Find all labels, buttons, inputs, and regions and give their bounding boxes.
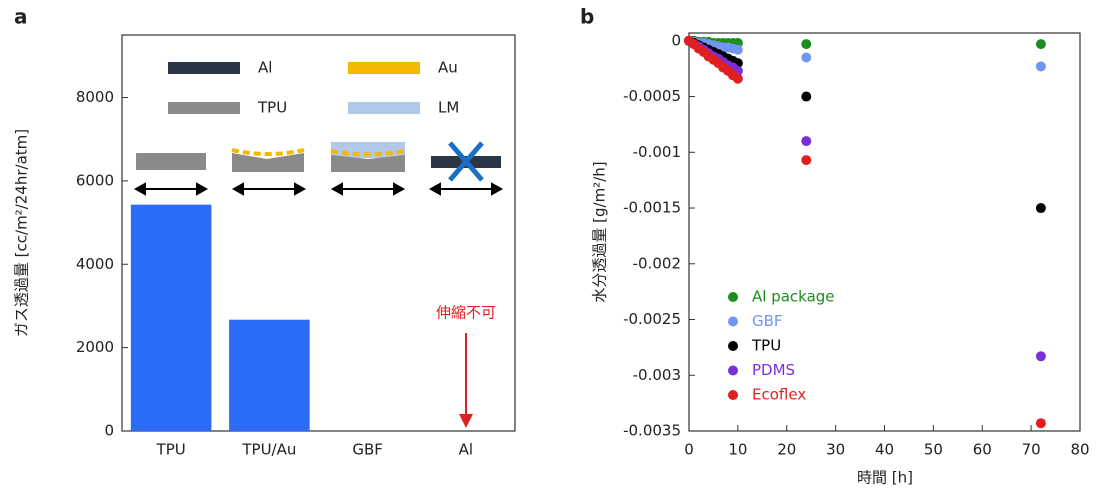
legend-swatch bbox=[168, 102, 240, 114]
y-tick-label: -0.001 bbox=[633, 143, 681, 161]
legend-swatch bbox=[168, 62, 240, 74]
legend-label: Ecoflex bbox=[752, 386, 806, 404]
y-tick-label: -0.003 bbox=[633, 366, 681, 384]
y-tick-label: -0.0035 bbox=[623, 422, 681, 440]
legend-label: Au bbox=[438, 59, 458, 77]
legend-label: GBF bbox=[752, 312, 783, 330]
plot-frame bbox=[121, 34, 516, 432]
bar bbox=[229, 319, 310, 431]
x-tick-label: 70 bbox=[1022, 441, 1041, 459]
legend-label: PDMS bbox=[752, 361, 795, 379]
annotation: 伸縮不可 bbox=[436, 304, 496, 322]
x-tick-label: 10 bbox=[728, 441, 747, 459]
point bbox=[1035, 203, 1046, 214]
x-tick-label: GBF bbox=[352, 441, 383, 459]
x-tick-label: 20 bbox=[777, 441, 796, 459]
y-tick-label: 4000 bbox=[76, 255, 114, 273]
point bbox=[801, 91, 812, 102]
legend-marker bbox=[728, 365, 738, 376]
schematic bbox=[133, 141, 504, 428]
legend-label: TPU bbox=[751, 337, 781, 355]
legend-marker bbox=[728, 316, 738, 327]
plot-frame bbox=[688, 32, 1081, 432]
point bbox=[801, 136, 812, 147]
x-tick-label: 40 bbox=[875, 441, 894, 459]
point bbox=[1035, 39, 1046, 50]
bar bbox=[130, 204, 212, 431]
point bbox=[801, 52, 812, 63]
y-tick-label: 0 bbox=[104, 422, 114, 440]
y-tick-label: 2000 bbox=[76, 338, 114, 356]
y-axis-label: 水分透過量 [g/m²/h] bbox=[591, 161, 609, 302]
legend-label: TPU bbox=[257, 99, 287, 117]
y-tick-label: -0.0015 bbox=[623, 199, 681, 217]
x-tick-label: TPU bbox=[156, 441, 186, 459]
legend-label: LM bbox=[438, 99, 459, 117]
y-tick-label: -0.002 bbox=[633, 254, 681, 272]
x-tick-label: 0 bbox=[684, 441, 694, 459]
point bbox=[732, 44, 743, 55]
x-tick-label: 80 bbox=[1070, 441, 1089, 459]
y-tick-label: -0.0005 bbox=[623, 87, 681, 105]
y-tick-label: -0.0025 bbox=[623, 310, 681, 328]
x-tick-label: Al bbox=[459, 441, 473, 459]
legend-label: Al package bbox=[752, 288, 835, 306]
y-tick-label: 0 bbox=[671, 31, 681, 49]
x-axis-label: 時間 [h] bbox=[857, 469, 913, 487]
x-tick-label: 30 bbox=[826, 441, 845, 459]
panel-label: a bbox=[14, 5, 28, 29]
point bbox=[1035, 61, 1046, 72]
x-tick-label: TPU/Au bbox=[241, 441, 296, 459]
legend-marker bbox=[728, 341, 738, 351]
point bbox=[801, 155, 812, 166]
y-tick-label: 8000 bbox=[76, 88, 114, 106]
legend-swatch bbox=[348, 62, 420, 74]
legend-marker bbox=[728, 292, 738, 302]
point bbox=[732, 73, 743, 84]
point bbox=[801, 39, 812, 50]
x-tick-label: 60 bbox=[973, 441, 992, 459]
legend-label: Al bbox=[258, 59, 272, 77]
legend-marker bbox=[728, 390, 738, 400]
panel-label: b bbox=[580, 5, 594, 29]
point bbox=[1035, 351, 1046, 362]
x-tick-label: 50 bbox=[924, 441, 943, 459]
legend-swatch bbox=[348, 102, 420, 114]
y-axis-label: ガス透過量 [cc/m²/24hr/atm] bbox=[13, 129, 31, 337]
y-tick-label: 6000 bbox=[76, 171, 114, 189]
point bbox=[1035, 418, 1046, 429]
